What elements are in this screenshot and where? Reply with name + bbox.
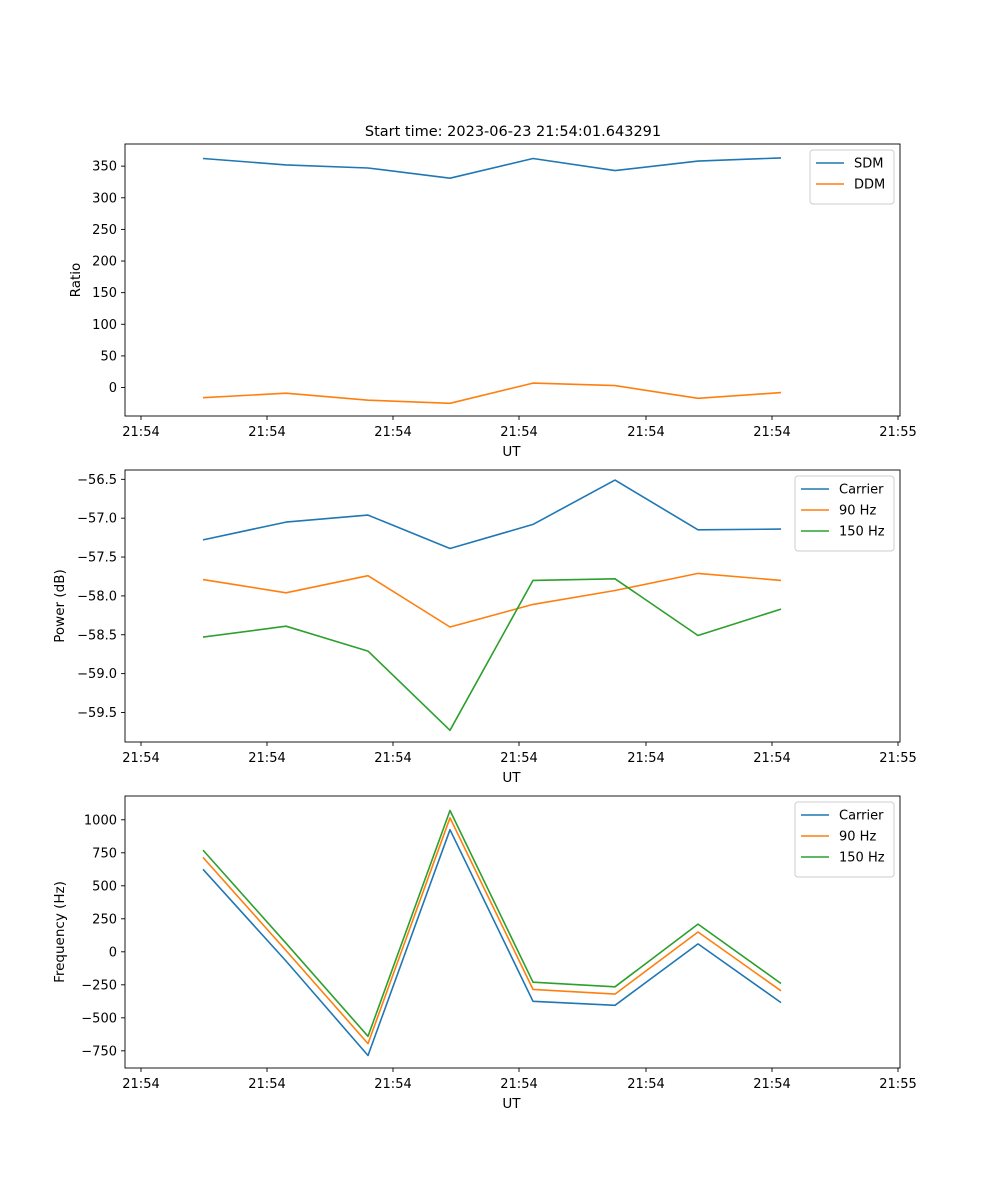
x-axis-label: UT: [502, 1096, 521, 1112]
y-tick-label: −58.0: [77, 589, 117, 604]
legend-label: DDM: [854, 178, 885, 193]
series-line-carrier: [202, 828, 782, 1057]
legend-box: [794, 801, 895, 878]
legend: Carrier 90 Hz 150 Hz: [794, 475, 895, 552]
y-tick-label: 1000: [84, 813, 117, 828]
series-line-90-hz: [202, 816, 782, 1045]
x-axis-label: UT: [502, 444, 521, 460]
y-tick-label: 150: [92, 286, 117, 301]
y-tick-label: −57.0: [77, 512, 117, 527]
y-tick-label: 250: [92, 223, 117, 238]
x-tick-label: 21:55: [879, 425, 916, 440]
x-tick-label: 21:54: [500, 751, 537, 766]
legend-label: 90 Hz: [839, 830, 876, 845]
legend-label: 90 Hz: [839, 504, 876, 519]
y-tick-label: 750: [92, 846, 117, 861]
legend-label: Carrier: [839, 483, 884, 498]
x-tick-label: 21:54: [248, 425, 285, 440]
legend-label: 150 Hz: [839, 851, 885, 866]
series-line-ddm: [202, 382, 782, 405]
y-axis-label: Power (dB): [52, 569, 68, 642]
chart-panel-2: 21:54 21:54 21:54 21:54 21:54 21:54 21:55 UT −56…: [52, 469, 917, 786]
x-tick-label: 21:54: [122, 751, 159, 766]
series-line-150-hz: [202, 577, 782, 732]
y-tick-label: 100: [92, 318, 117, 333]
y-tick-label: 0: [109, 381, 117, 396]
y-axis-label: Frequency (Hz): [52, 881, 68, 983]
x-tick-label: 21:54: [753, 425, 790, 440]
chart-panel-3: 21:54 21:54 21:54 21:54 21:54 21:54 21:55 UT 100…: [52, 795, 917, 1112]
legend-box: [794, 475, 895, 552]
y-tick-label: −250: [81, 978, 117, 993]
x-tick-label: 21:55: [879, 751, 916, 766]
x-axis-label: UT: [502, 770, 521, 786]
plot-area-frame: [124, 469, 901, 743]
x-tick-label: 21:54: [374, 1077, 411, 1092]
x-tick-label: 21:54: [753, 751, 790, 766]
x-tick-label: 21:54: [248, 1077, 285, 1092]
x-tick-label: 21:54: [374, 751, 411, 766]
y-tick-label: 300: [92, 191, 117, 206]
figure-title: Start time: 2023-06-23 21:54:01.643291: [365, 124, 661, 140]
y-tick-label: −59.0: [77, 667, 117, 682]
y-tick-label: 0: [109, 945, 117, 960]
legend-label: 150 Hz: [839, 525, 885, 540]
x-tick-label: 21:54: [627, 751, 664, 766]
legend-label: Carrier: [839, 809, 884, 824]
plot-area-frame: [124, 143, 901, 417]
y-tick-label: 250: [92, 912, 117, 927]
series-line-150-hz: [202, 809, 782, 1038]
y-tick-label: −59.5: [77, 706, 117, 721]
y-tick-label: −57.5: [77, 551, 117, 566]
x-tick-label: 21:54: [374, 425, 411, 440]
x-tick-label: 21:54: [500, 425, 537, 440]
legend: Carrier 90 Hz 150 Hz: [794, 801, 895, 878]
y-tick-label: 50: [100, 349, 117, 364]
x-tick-label: 21:55: [879, 1077, 916, 1092]
legend: SDM DDM: [809, 149, 895, 205]
series-line-90-hz: [202, 572, 782, 628]
x-tick-label: 21:54: [500, 1077, 537, 1092]
x-tick-label: 21:54: [248, 751, 285, 766]
y-tick-label: −500: [81, 1011, 117, 1026]
y-tick-label: 500: [92, 879, 117, 894]
x-tick-label: 21:54: [122, 1077, 159, 1092]
series-line-carrier: [202, 479, 782, 550]
legend-label: SDM: [854, 157, 883, 172]
x-tick-label: 21:54: [627, 1077, 664, 1092]
plot-area-frame: [124, 795, 901, 1069]
y-tick-label: 350: [92, 160, 117, 175]
y-axis-label: Ratio: [68, 263, 84, 298]
x-tick-label: 21:54: [122, 425, 159, 440]
y-tick-label: −58.5: [77, 628, 117, 643]
series-line-sdm: [202, 157, 782, 179]
chart-panel-1: 21:54 21:54 21:54 21:54 21:54 21:54 21:55 UT 350…: [68, 143, 917, 460]
y-tick-label: 200: [92, 255, 117, 270]
y-tick-label: −56.5: [77, 473, 117, 488]
x-tick-label: 21:54: [753, 1077, 790, 1092]
y-tick-label: −750: [81, 1044, 117, 1059]
panels: 21:54 21:54 21:54 21:54 21:54 21:54 21:55 UT 350…: [52, 143, 917, 1112]
x-tick-label: 21:54: [627, 425, 664, 440]
